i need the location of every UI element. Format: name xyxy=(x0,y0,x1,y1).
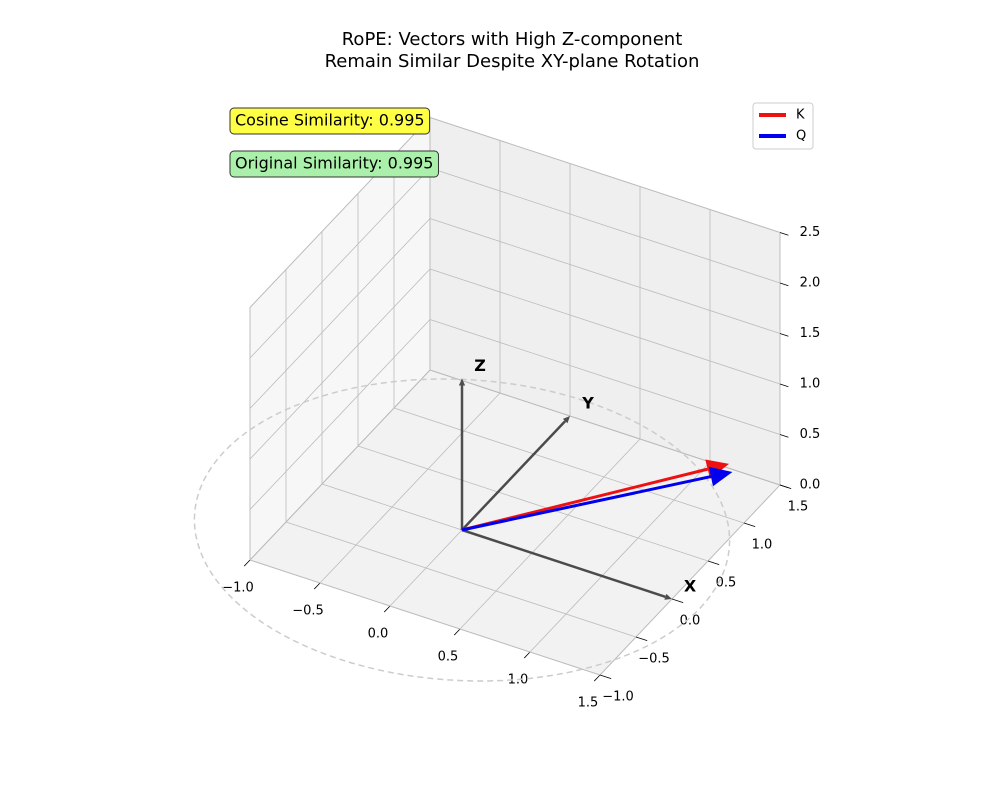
legend-label: Q xyxy=(796,129,806,144)
grid-line xyxy=(249,218,431,409)
axis-arrow-label: Z xyxy=(474,356,486,375)
grid-line xyxy=(429,268,781,385)
x-tick-label: −1.0 xyxy=(222,581,254,596)
annotation: Cosine Similarity: 0.995 xyxy=(235,111,425,130)
x-tick-label: 1.5 xyxy=(578,696,599,711)
axis-arrow-shaft xyxy=(461,528,666,599)
grid-line xyxy=(249,268,431,460)
z-tick xyxy=(779,333,789,337)
y-tick xyxy=(707,560,720,566)
z-tick xyxy=(779,282,789,287)
axis-arrow-label: X xyxy=(684,577,697,596)
grid-line xyxy=(429,117,781,233)
z-tick-label: 1.5 xyxy=(800,326,821,341)
axis-arrow-label: Y xyxy=(581,394,594,413)
grid-line xyxy=(249,319,431,510)
axis-arrow-head xyxy=(458,378,466,386)
axis-arrow xyxy=(458,378,466,530)
grid-line xyxy=(249,559,601,676)
z-tick xyxy=(779,434,789,438)
grid-line xyxy=(393,407,745,524)
vector-head xyxy=(708,466,733,487)
z-tick-label: 2.0 xyxy=(800,276,821,291)
chart-title: RoPE: Vectors with High Z-component xyxy=(342,29,683,50)
x-tick xyxy=(243,559,251,567)
y-tick xyxy=(671,598,684,604)
z-tick-label: 1.0 xyxy=(800,377,821,392)
grid-line xyxy=(249,167,431,359)
y-tick-label: 1.5 xyxy=(788,500,809,515)
z-tick xyxy=(779,484,789,489)
x-tick xyxy=(453,628,461,636)
vector xyxy=(461,466,733,532)
grid-line xyxy=(249,369,431,561)
grid-line xyxy=(319,392,501,584)
x-tick-label: 0.0 xyxy=(368,627,389,642)
legend-label: K xyxy=(796,108,805,123)
axis-arrow xyxy=(461,416,570,531)
axis-arrow xyxy=(461,528,672,600)
y-tick-label: 1.0 xyxy=(752,538,773,553)
grid-line xyxy=(599,484,781,676)
x-tick xyxy=(313,582,321,590)
x-tick-label: −0.5 xyxy=(292,604,324,619)
reference-circle xyxy=(193,378,731,682)
z-tick-label: 0.0 xyxy=(800,478,821,493)
x-tick-label: 0.5 xyxy=(438,650,459,665)
annotation-box xyxy=(229,107,431,135)
x-tick xyxy=(593,674,601,682)
grid-line xyxy=(249,117,431,308)
axis-arrow-head xyxy=(562,416,570,424)
z-tick xyxy=(779,232,789,236)
annotation: Original Similarity: 0.995 xyxy=(235,154,433,173)
axis-arrow-shaft xyxy=(461,420,567,531)
x-tick xyxy=(383,605,391,613)
vector-shaft xyxy=(461,475,712,532)
grid-line xyxy=(429,319,781,435)
legend: KQ xyxy=(752,102,814,150)
grid-line xyxy=(429,218,781,334)
grid-line xyxy=(529,461,711,653)
grid-line xyxy=(357,445,709,562)
y-tick xyxy=(599,674,612,680)
x-tick xyxy=(523,651,531,659)
annotation-box xyxy=(229,150,439,178)
y-tick-label: −1.0 xyxy=(602,690,634,705)
z-tick xyxy=(779,383,789,388)
y-tick-label: −0.5 xyxy=(638,652,670,667)
y-tick-label: 0.0 xyxy=(680,614,701,629)
y-tick xyxy=(635,636,648,642)
z-tick-label: 0.5 xyxy=(800,427,821,442)
grid-line xyxy=(285,521,637,638)
y-tick xyxy=(743,522,756,528)
chart-title: Remain Similar Despite XY-plane Rotation xyxy=(325,51,700,72)
grid-line xyxy=(459,438,641,630)
grid-line xyxy=(429,167,781,284)
axis-arrow-head xyxy=(664,593,672,600)
z-tick-label: 2.5 xyxy=(800,225,821,240)
